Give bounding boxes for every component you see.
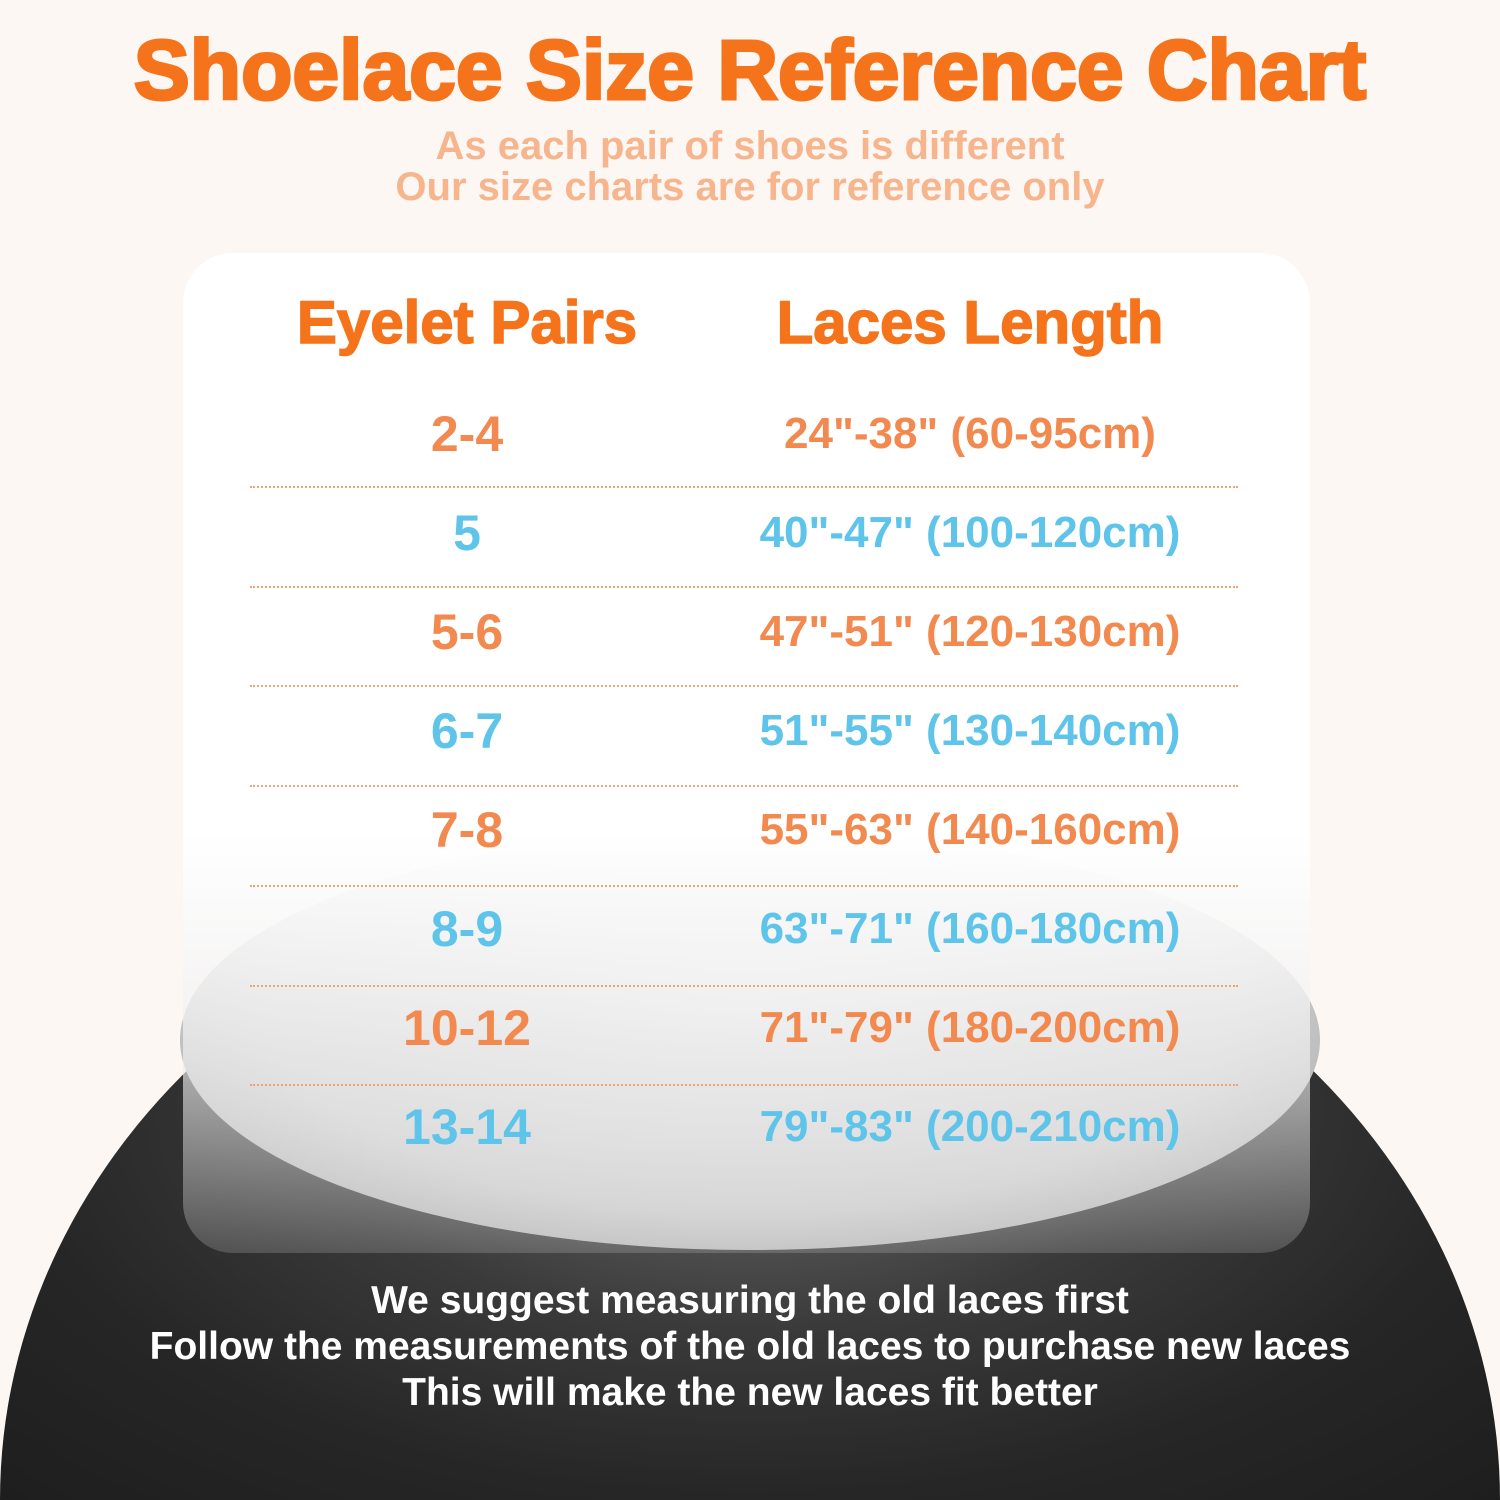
- eyelet-pairs-cell: 10-12: [403, 1000, 531, 1056]
- laces-length-cell: 79"-83" (200-210cm): [759, 1102, 1181, 1151]
- laces-length-cell: 55"-63" (140-160cm): [759, 805, 1181, 854]
- eyelet-pairs-cell: 5: [453, 505, 481, 561]
- header-laces-length: Laces Length: [776, 288, 1164, 357]
- eyelet-pairs-cell: 5-6: [430, 604, 504, 660]
- table-row: 2-4 24"-38" (60-95cm): [0, 405, 1500, 504]
- row-divider: [250, 1084, 1238, 1087]
- eyelet-pairs-cell: 6-7: [430, 703, 504, 759]
- row-divider: [250, 585, 1238, 588]
- table-row: 13-14 79"-83" (200-210cm): [0, 1098, 1500, 1197]
- row-divider: [250, 984, 1238, 987]
- row-divider: [250, 486, 1238, 488]
- table-row: 8-9 63"-71" (160-180cm): [0, 900, 1500, 999]
- footer-line-1: We suggest measuring the old laces first: [371, 1279, 1129, 1322]
- table-row: 6-7 51"-55" (130-140cm): [0, 702, 1500, 801]
- table-row: 5 40"-47" (100-120cm): [0, 504, 1500, 603]
- table-row: 7-8 55"-63" (140-160cm): [0, 801, 1500, 900]
- subtitle-line-2: Our size charts are for reference only: [395, 165, 1105, 209]
- subtitle-line-1: As each pair of shoes is different: [435, 124, 1065, 168]
- laces-length-cell: 47"-51" (120-130cm): [759, 607, 1181, 656]
- header-eyelet-pairs: Eyelet Pairs: [296, 288, 638, 357]
- row-divider: [250, 685, 1238, 688]
- row-divider: [250, 884, 1238, 887]
- eyelet-pairs-cell: 8-9: [430, 901, 504, 957]
- laces-length-cell: 40"-47" (100-120cm): [759, 508, 1181, 557]
- laces-length-cell: 51"-55" (130-140cm): [759, 706, 1181, 755]
- page-title: Shoelace Size Reference Chart: [132, 22, 1368, 119]
- eyelet-pairs-cell: 7-8: [430, 802, 504, 858]
- footer-line-2: Follow the measurements of the old laces…: [149, 1325, 1351, 1368]
- laces-length-cell: 71"-79" (180-200cm): [759, 1003, 1181, 1052]
- laces-length-cell: 63"-71" (160-180cm): [759, 904, 1181, 953]
- eyelet-pairs-cell: 2-4: [430, 406, 504, 462]
- eyelet-pairs-cell: 13-14: [403, 1099, 531, 1155]
- table-row: 10-12 71"-79" (180-200cm): [0, 999, 1500, 1098]
- size-table-card: [183, 253, 1310, 1253]
- laces-length-cell: 24"-38" (60-95cm): [784, 409, 1156, 458]
- row-divider: [250, 785, 1238, 788]
- table-row: 5-6 47"-51" (120-130cm): [0, 603, 1500, 702]
- footer-line-3: This will make the new laces fit better: [402, 1371, 1098, 1414]
